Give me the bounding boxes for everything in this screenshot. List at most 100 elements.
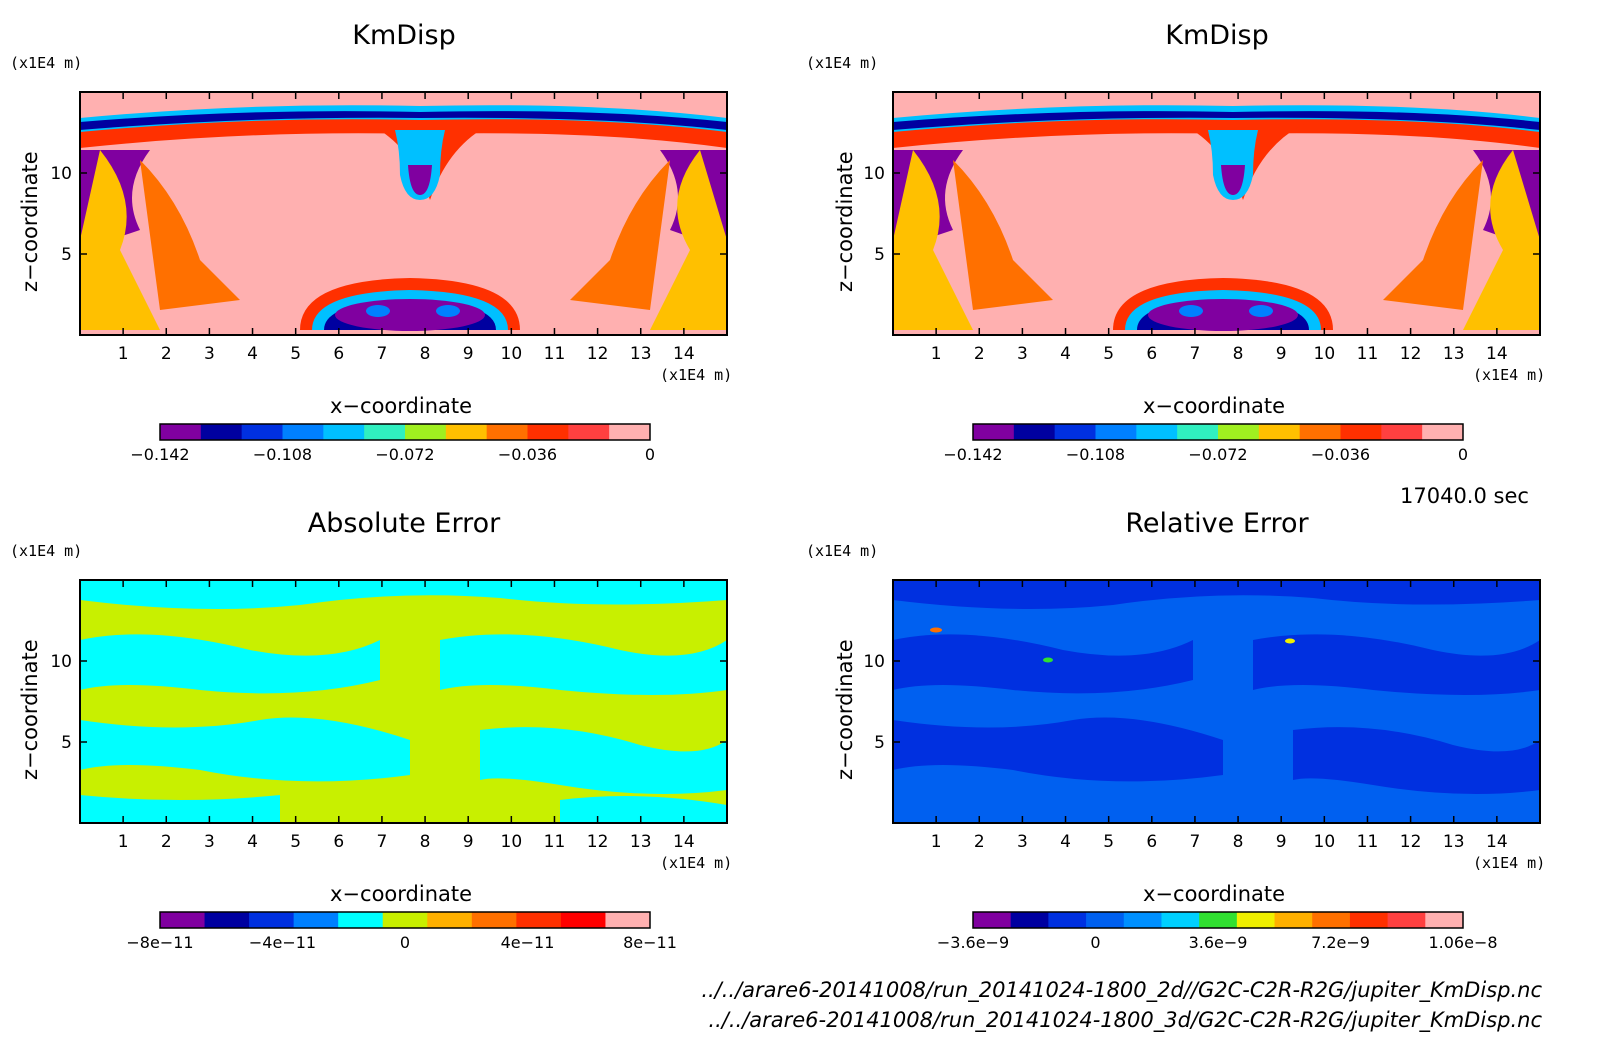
colorbar-swatch: [1086, 912, 1125, 928]
colorbar-swatch: [973, 912, 1012, 928]
colorbar-swatch: [605, 912, 651, 928]
colorbar-swatch: [1161, 912, 1200, 928]
xunit-top-left: (x1E4 m): [660, 366, 733, 384]
title-bottom-left: Absolute Error: [307, 508, 501, 539]
ylabel-top-right: z−coordinate: [833, 151, 857, 292]
x-tick-label: 6: [1146, 344, 1157, 364]
ylabel-bottom-left: z−coordinate: [18, 639, 42, 780]
colorbar-swatch: [1123, 912, 1162, 928]
x-tick-label: 8: [1233, 344, 1244, 364]
x-tick-label: 13: [630, 344, 652, 364]
colorbar-swatch: [516, 912, 562, 928]
x-tick-label: 11: [1357, 344, 1379, 364]
yunit-top-right: (x1E4 m): [806, 54, 879, 72]
x-tick-label: 7: [377, 832, 388, 852]
y-tick-label: 10: [863, 164, 885, 184]
file-path-3d: ../../arare6-20141008/run_20141024-1800_…: [708, 1008, 1542, 1032]
colorbar-tick-label: 1.06e−8: [1428, 933, 1497, 952]
colorbar-swatch: [1218, 424, 1260, 440]
x-tick-label: 4: [247, 344, 258, 364]
x-tick-label: 3: [1017, 344, 1028, 364]
x-tick-label: 4: [1060, 344, 1071, 364]
y-tick-label: 10: [863, 652, 885, 672]
ylabel-bottom-right: z−coordinate: [833, 639, 857, 780]
colorbar-tick-label: −0.142: [943, 445, 1002, 464]
x-tick-label: 10: [501, 832, 523, 852]
title-bottom-right: Relative Error: [1125, 508, 1309, 539]
y-tick-label: 10: [50, 164, 72, 184]
colorbar-frame: [972, 423, 1464, 441]
x-tick-label: 9: [463, 344, 474, 364]
x-tick-label: 5: [1103, 832, 1114, 852]
x-tick-label: 14: [673, 832, 695, 852]
x-tick-label: 8: [420, 344, 431, 364]
x-tick-label: 11: [544, 344, 566, 364]
colorbar-tick-label: 4e−11: [501, 933, 555, 952]
colorbar-tick-label: 3.6e−9: [1189, 933, 1248, 952]
colorbar-swatch: [364, 424, 406, 440]
colorbar-tick-label: −0.036: [1311, 445, 1370, 464]
x-tick-label: 7: [1190, 832, 1201, 852]
colorbar-swatch: [527, 424, 569, 440]
colorbar-swatch: [1054, 424, 1096, 440]
colorbar-swatch: [609, 424, 651, 440]
x-tick-label: 12: [1400, 344, 1422, 364]
colorbar-tick-label: −0.036: [498, 445, 557, 464]
time-label: 17040.0 sec: [1400, 484, 1529, 508]
xlabel-bottom-right: x−coordinate: [1143, 882, 1286, 906]
xlabel-top-right: x−coordinate: [1143, 394, 1286, 418]
colorbar-swatch: [427, 912, 473, 928]
colorbar-tick-label: −0.072: [375, 445, 434, 464]
colorbar-frame: [972, 911, 1464, 929]
colorbar-swatch: [1258, 424, 1301, 440]
yunit-bottom-right: (x1E4 m): [806, 542, 879, 560]
colorbar-tick-label: −0.108: [253, 445, 312, 464]
colorbar-swatch: [1340, 424, 1382, 440]
x-tick-label: 2: [974, 832, 985, 852]
xunit-bottom-right: (x1E4 m): [1473, 854, 1546, 872]
x-tick-label: 13: [1443, 344, 1465, 364]
x-tick-label: 2: [161, 832, 172, 852]
colorbar-swatch: [1048, 912, 1087, 928]
x-tick-label: 1: [118, 832, 129, 852]
x-tick-label: 1: [931, 344, 942, 364]
colorbar-swatch: [282, 424, 324, 440]
colorbar-tick-label: −0.142: [130, 445, 189, 464]
colorbar-swatch: [1274, 912, 1313, 928]
xunit-bottom-left: (x1E4 m): [660, 854, 733, 872]
y-tick-label: 5: [61, 245, 72, 265]
colorbar-swatch: [405, 424, 447, 440]
title-top-left: KmDisp: [352, 20, 456, 51]
colorbar-swatch: [1010, 912, 1049, 928]
colorbar-swatch: [471, 912, 517, 928]
colorbar-swatch: [1013, 424, 1056, 440]
x-tick-label: 9: [463, 832, 474, 852]
x-tick-label: 3: [204, 832, 215, 852]
colorbar-swatch: [160, 424, 202, 440]
x-tick-label: 2: [161, 344, 172, 364]
kmdisp-field-right: [893, 92, 1540, 335]
abs-error-field: [80, 580, 727, 823]
xlabel-bottom-left: x−coordinate: [330, 882, 473, 906]
colorbar-swatch: [204, 912, 250, 928]
colorbar-frame: [159, 911, 651, 929]
colorbar-tick-label: −3.6e−9: [937, 933, 1009, 952]
colorbar-tick-label: 0: [400, 933, 410, 952]
colorbar-frame: [159, 423, 651, 441]
yunit-top-left: (x1E4 m): [10, 54, 83, 72]
file-path-2d: ../../arare6-20141008/run_20141024-1800_…: [701, 978, 1542, 1002]
colorbar-swatch: [568, 424, 610, 440]
x-tick-label: 3: [204, 344, 215, 364]
y-tick-label: 5: [874, 245, 885, 265]
colorbar-swatch: [486, 424, 528, 440]
colorbar-swatch: [1299, 424, 1341, 440]
colorbar-swatch: [293, 912, 339, 928]
x-tick-label: 7: [377, 344, 388, 364]
x-tick-label: 12: [587, 344, 609, 364]
colorbar-swatch: [1387, 912, 1426, 928]
colorbar-swatch: [338, 912, 384, 928]
xunit-top-right: (x1E4 m): [1473, 366, 1546, 384]
colorbar-tick-label: −0.108: [1066, 445, 1125, 464]
y-tick-label: 10: [50, 652, 72, 672]
